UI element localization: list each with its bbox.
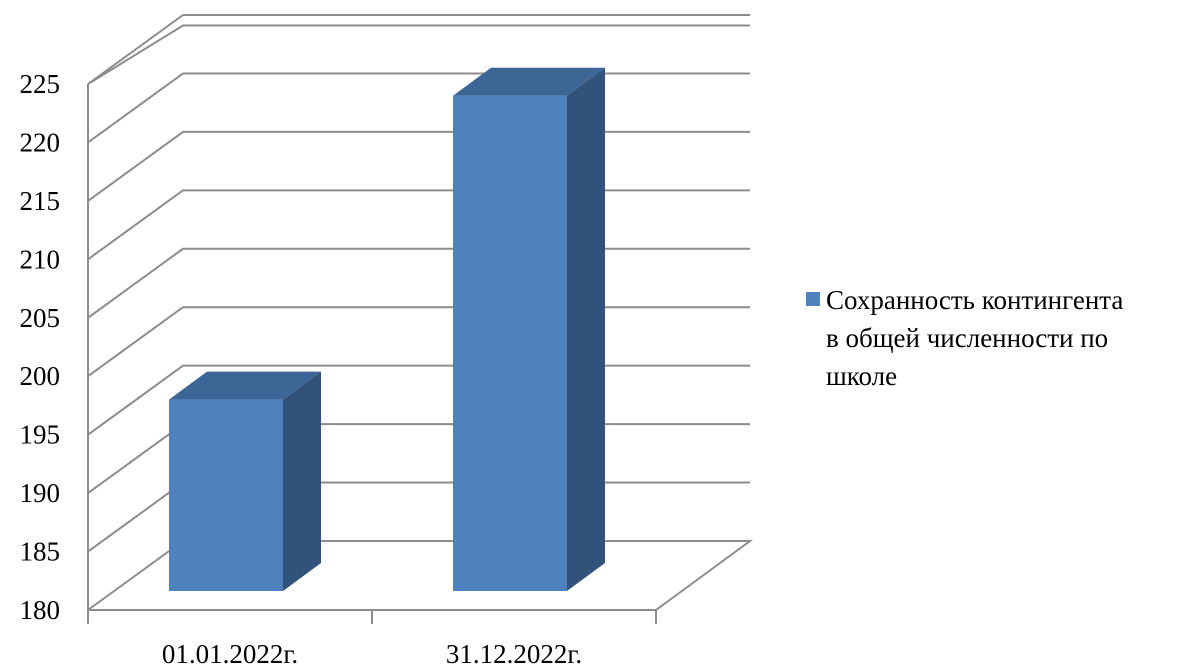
- y-tick-label: 190: [20, 478, 61, 508]
- bar-top-face: [453, 67, 605, 96]
- bar-side-face: [567, 67, 605, 591]
- y-axis-tick-labels: 180 185 190 195 200 205 210 215 220 225: [20, 69, 61, 625]
- gridline: [87, 24, 750, 85]
- y-tick-label: 200: [20, 361, 61, 391]
- x-tick-label: 01.01.2022г.: [162, 639, 298, 665]
- bars: [169, 67, 605, 591]
- bar-front-face: [169, 399, 283, 591]
- y-tick-label: 195: [20, 420, 61, 450]
- legend-swatch: [806, 292, 820, 306]
- bar: [453, 67, 605, 591]
- x-axis-tick-labels: 01.01.2022г. 31.12.2022г.: [162, 639, 582, 665]
- y-tick-label: 185: [20, 537, 61, 567]
- legend-label-line-2: в общей численности по: [826, 323, 1108, 353]
- y-tick-label: 210: [20, 244, 61, 274]
- y-tick-label: 220: [20, 127, 61, 157]
- bar-top-face: [169, 371, 321, 400]
- y-tick-label: 180: [20, 595, 61, 625]
- y-tick-label: 225: [20, 69, 61, 99]
- bar: [169, 371, 321, 591]
- legend-label-line-3: школе: [826, 361, 897, 391]
- gridline: [87, 14, 750, 85]
- y-tick-label: 215: [20, 186, 61, 216]
- legend-label-line-1: Сохранность контингента: [826, 285, 1123, 315]
- y-tick-label: 205: [20, 303, 61, 333]
- bar-front-face: [453, 95, 567, 591]
- x-tick-label: 31.12.2022г.: [446, 639, 582, 665]
- legend: Сохранность контингента в общей численно…: [806, 285, 1123, 391]
- bar-side-face: [283, 371, 321, 591]
